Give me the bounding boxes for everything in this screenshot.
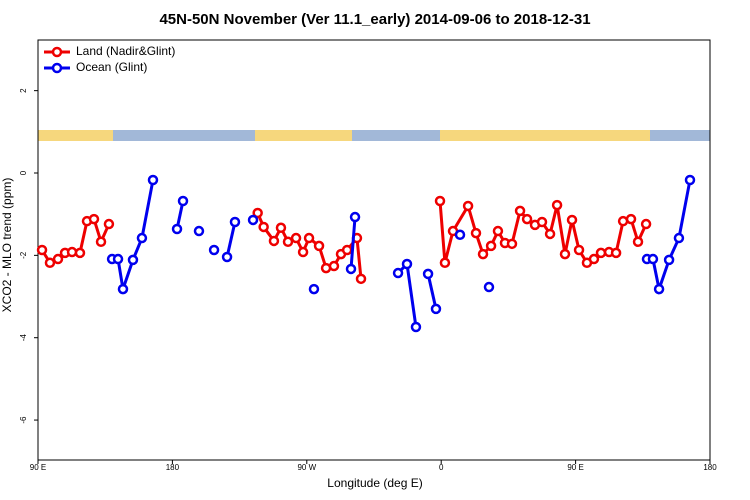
data-point bbox=[74, 247, 86, 259]
data-point bbox=[112, 253, 124, 265]
y-tick-label: 0 bbox=[19, 170, 28, 175]
legend-label: Ocean (Glint) bbox=[76, 60, 147, 74]
series-line bbox=[112, 179, 155, 290]
data-point bbox=[588, 253, 600, 265]
data-point bbox=[573, 244, 585, 256]
data-point bbox=[640, 218, 652, 230]
data-point bbox=[275, 222, 287, 234]
legend-label: Land (Nadir&Glint) bbox=[76, 44, 175, 58]
data-point bbox=[52, 253, 64, 265]
x-tick-label: 90 W bbox=[297, 463, 316, 472]
data-point bbox=[434, 195, 446, 207]
data-point bbox=[308, 283, 320, 295]
data-point bbox=[492, 225, 504, 237]
data-point bbox=[208, 244, 220, 256]
data-point bbox=[625, 213, 637, 225]
data-point bbox=[103, 218, 115, 230]
data-point bbox=[297, 246, 309, 258]
data-point bbox=[610, 247, 622, 259]
data-point bbox=[422, 268, 434, 280]
data-point bbox=[252, 207, 263, 219]
data-point bbox=[88, 213, 100, 225]
series-line bbox=[646, 179, 692, 295]
data-point bbox=[136, 232, 148, 244]
x-tick-label: 90 E bbox=[567, 463, 583, 472]
data-point bbox=[177, 195, 189, 207]
series-line bbox=[426, 273, 438, 310]
data-point bbox=[470, 227, 482, 239]
data-point bbox=[303, 232, 315, 244]
data-point bbox=[117, 283, 129, 295]
data-point bbox=[268, 235, 280, 247]
data-point bbox=[647, 253, 659, 265]
x-tick-label: 90 E bbox=[30, 463, 46, 472]
y-tick-label: 2 bbox=[19, 88, 28, 93]
y-tick-label: -2 bbox=[19, 251, 28, 259]
data-point bbox=[439, 257, 451, 269]
legend-marker bbox=[51, 62, 63, 74]
data-point bbox=[401, 258, 413, 270]
data-point bbox=[221, 251, 233, 263]
data-point bbox=[430, 303, 442, 315]
data-point bbox=[355, 273, 367, 285]
data-point bbox=[506, 238, 518, 250]
data-point bbox=[258, 221, 269, 233]
data-point bbox=[536, 216, 548, 228]
series-line bbox=[225, 221, 237, 258]
y-tick-label: -6 bbox=[19, 416, 28, 424]
data-point bbox=[229, 216, 241, 228]
data-point bbox=[345, 263, 357, 275]
data-point bbox=[485, 240, 497, 252]
data-point bbox=[328, 260, 340, 272]
map-strip bbox=[38, 130, 710, 141]
data-point bbox=[673, 232, 685, 244]
x-axis-label: Longitude (deg E) bbox=[327, 476, 422, 490]
data-point bbox=[410, 321, 422, 333]
data-point bbox=[392, 267, 404, 279]
x-tick-label: 180 bbox=[166, 463, 180, 472]
y-axis-label: XCO2 - MLO trend (ppm) bbox=[0, 178, 14, 313]
data-point bbox=[349, 211, 361, 223]
data-point bbox=[193, 225, 205, 237]
data-point bbox=[171, 223, 183, 235]
data-point bbox=[290, 232, 302, 244]
data-point bbox=[95, 236, 107, 248]
data-point bbox=[684, 174, 696, 186]
x-tick-label: 180 bbox=[703, 463, 717, 472]
data-point bbox=[44, 257, 56, 269]
data-point bbox=[147, 174, 159, 186]
data-point bbox=[595, 247, 607, 259]
chart-title: 45N-50N November (Ver 11.1_early) 2014-0… bbox=[159, 11, 590, 28]
x-tick-label: 0 bbox=[439, 463, 444, 472]
data-point bbox=[544, 228, 556, 240]
data-point bbox=[632, 236, 644, 248]
series-line bbox=[349, 216, 357, 270]
data-point bbox=[559, 248, 571, 260]
data-point bbox=[483, 281, 495, 293]
data-point bbox=[341, 244, 353, 256]
data-point bbox=[454, 229, 466, 241]
data-point bbox=[653, 283, 665, 295]
data-point bbox=[521, 213, 533, 225]
data-point bbox=[127, 254, 139, 266]
data-point bbox=[247, 214, 259, 226]
data-point bbox=[514, 205, 526, 217]
legend-marker bbox=[51, 46, 63, 58]
data-point bbox=[551, 199, 563, 211]
data-point bbox=[462, 200, 474, 212]
data-point bbox=[282, 236, 294, 248]
data-point bbox=[313, 240, 325, 252]
data-point bbox=[566, 214, 578, 226]
y-tick-label: -4 bbox=[19, 334, 28, 342]
data-point bbox=[663, 254, 675, 266]
data-point bbox=[477, 248, 489, 260]
data-point bbox=[36, 244, 48, 256]
